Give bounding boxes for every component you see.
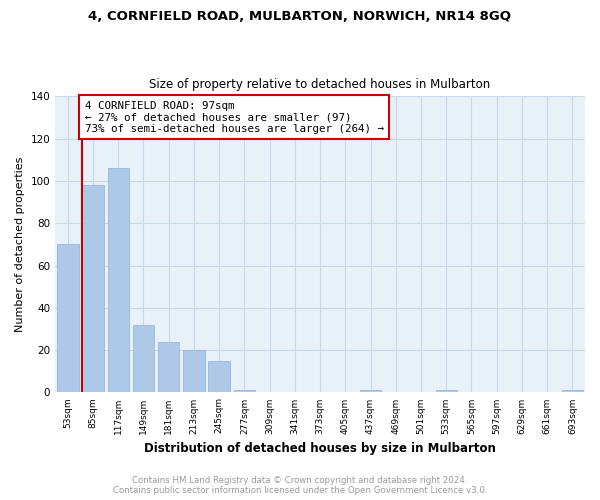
- Bar: [133, 325, 154, 392]
- Bar: [562, 390, 583, 392]
- Text: 4, CORNFIELD ROAD, MULBARTON, NORWICH, NR14 8GQ: 4, CORNFIELD ROAD, MULBARTON, NORWICH, N…: [89, 10, 511, 23]
- Bar: [436, 390, 457, 392]
- Text: Contains HM Land Registry data © Crown copyright and database right 2024.
Contai: Contains HM Land Registry data © Crown c…: [113, 476, 487, 495]
- Bar: [233, 390, 255, 392]
- Bar: [360, 390, 381, 392]
- Bar: [107, 168, 129, 392]
- Bar: [82, 185, 104, 392]
- Text: 4 CORNFIELD ROAD: 97sqm
← 27% of detached houses are smaller (97)
73% of semi-de: 4 CORNFIELD ROAD: 97sqm ← 27% of detache…: [85, 100, 384, 134]
- Bar: [158, 342, 179, 392]
- Bar: [183, 350, 205, 393]
- Bar: [208, 360, 230, 392]
- X-axis label: Distribution of detached houses by size in Mulbarton: Distribution of detached houses by size …: [144, 442, 496, 455]
- Bar: [57, 244, 79, 392]
- Title: Size of property relative to detached houses in Mulbarton: Size of property relative to detached ho…: [149, 78, 491, 91]
- Y-axis label: Number of detached properties: Number of detached properties: [15, 156, 25, 332]
